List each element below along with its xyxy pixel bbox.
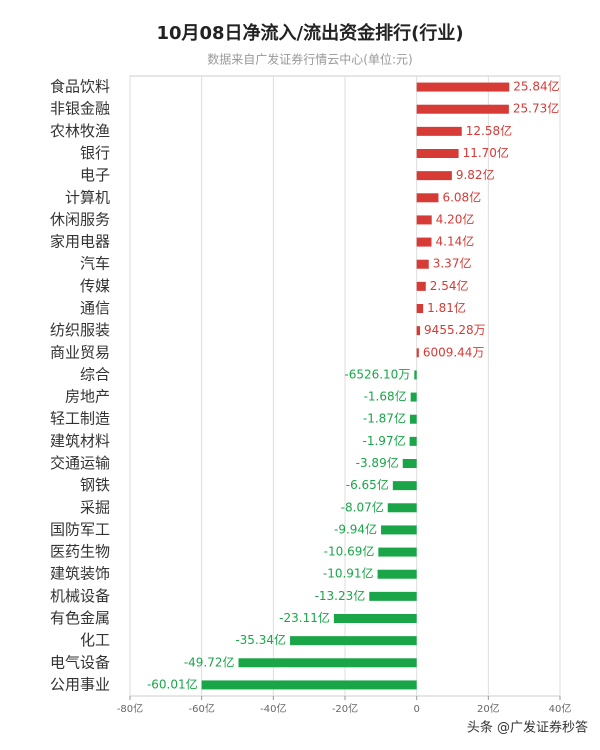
value-label: 4.20亿 bbox=[436, 211, 475, 226]
y-tick-label: 医药生物 bbox=[50, 543, 110, 561]
bar bbox=[381, 525, 417, 535]
y-tick-label: 有色金属 bbox=[50, 609, 110, 627]
y-tick-label: 通信 bbox=[80, 299, 110, 317]
bar bbox=[414, 370, 417, 380]
bar bbox=[416, 259, 429, 269]
bar bbox=[333, 614, 417, 623]
value-label: 9.82亿 bbox=[456, 167, 495, 182]
value-label: -23.11亿 bbox=[279, 610, 330, 625]
y-tick-label: 建筑装饰 bbox=[50, 565, 110, 583]
bar bbox=[410, 392, 417, 402]
y-tick-label: 国防军工 bbox=[50, 520, 110, 538]
y-tick-label: 传媒 bbox=[80, 277, 110, 295]
value-label: 6.08亿 bbox=[442, 189, 481, 204]
bar bbox=[409, 414, 417, 424]
bar bbox=[416, 193, 439, 203]
x-tick-label: -40亿 bbox=[260, 702, 286, 715]
y-tick-label: 采掘 bbox=[80, 498, 110, 516]
y-tick-label: 家用电器 bbox=[50, 233, 110, 251]
y-tick-label: 计算机 bbox=[65, 188, 110, 206]
value-label: 1.81亿 bbox=[427, 300, 466, 315]
bar bbox=[416, 326, 421, 336]
bar bbox=[409, 436, 417, 446]
y-tick-label: 商业贸易 bbox=[50, 343, 110, 361]
value-label: 2.54亿 bbox=[430, 278, 469, 293]
bar bbox=[201, 680, 417, 690]
x-tick-label: -60亿 bbox=[188, 702, 214, 715]
y-tick-label: 交通运输 bbox=[50, 454, 110, 472]
bar bbox=[416, 348, 419, 358]
value-label: -6.65亿 bbox=[346, 477, 389, 492]
x-tick-label: -80亿 bbox=[117, 702, 143, 715]
chart-title: 10月08日净流入/流出资金排行(行业) bbox=[156, 22, 463, 44]
y-tick-label: 银行 bbox=[80, 144, 110, 162]
y-tick-label: 电子 bbox=[80, 166, 110, 184]
value-label: -1.87亿 bbox=[363, 411, 406, 426]
bar bbox=[416, 237, 432, 247]
bar bbox=[290, 636, 417, 646]
bar bbox=[416, 104, 509, 114]
value-label: -1.97亿 bbox=[363, 433, 406, 448]
x-tick-label: -20亿 bbox=[332, 702, 358, 715]
value-label: 25.73亿 bbox=[513, 101, 559, 116]
bar bbox=[416, 126, 462, 136]
value-label: -3.89亿 bbox=[356, 455, 399, 470]
bar bbox=[416, 171, 452, 181]
y-tick-label: 钢铁 bbox=[80, 476, 110, 494]
value-label: 9455.28万 bbox=[424, 323, 486, 337]
y-tick-label: 汽车 bbox=[80, 255, 110, 273]
value-label: -60.01亿 bbox=[147, 676, 198, 691]
y-tick-label: 轻工制造 bbox=[50, 410, 110, 428]
y-tick-label: 休闲服务 bbox=[50, 210, 110, 228]
y-tick-label: 纺织服装 bbox=[50, 321, 110, 339]
y-tick-label: 公用事业 bbox=[50, 675, 110, 693]
bar bbox=[387, 503, 417, 513]
bar bbox=[416, 304, 424, 313]
value-label: -35.34亿 bbox=[235, 632, 286, 647]
value-label: -6526.10万 bbox=[344, 367, 410, 381]
value-label: -10.69亿 bbox=[324, 544, 375, 559]
value-label: -13.23亿 bbox=[315, 588, 366, 603]
value-label: 4.14亿 bbox=[436, 234, 475, 249]
y-tick-label: 房地产 bbox=[65, 388, 110, 406]
value-label: -49.72亿 bbox=[184, 654, 235, 669]
value-label: 12.58亿 bbox=[466, 123, 512, 138]
bar bbox=[402, 459, 417, 468]
bar bbox=[416, 281, 426, 291]
y-tick-label: 农林牧渔 bbox=[50, 122, 110, 140]
chart-subtitle: 数据来自广发证券行情云中心(单位:元) bbox=[207, 52, 412, 67]
y-tick-label: 建筑材料 bbox=[50, 432, 110, 450]
value-label: -8.07亿 bbox=[341, 499, 384, 514]
bar bbox=[416, 215, 432, 225]
value-label: -9.94亿 bbox=[334, 521, 377, 536]
x-tick-label: 40亿 bbox=[549, 702, 572, 715]
bar bbox=[392, 481, 417, 491]
y-tick-label: 食品饮料 bbox=[50, 78, 110, 96]
y-tick-label: 电气设备 bbox=[50, 653, 110, 671]
y-tick-label: 机械设备 bbox=[50, 587, 110, 605]
y-tick-label: 综合 bbox=[80, 365, 110, 383]
watermark: 头条 @广发证券秒答 bbox=[467, 720, 588, 736]
value-label: 3.37亿 bbox=[433, 256, 472, 271]
bar bbox=[416, 149, 459, 158]
y-tick-label: 化工 bbox=[80, 631, 110, 649]
value-label: -1.68亿 bbox=[364, 389, 407, 404]
value-label: 11.70亿 bbox=[463, 145, 509, 160]
value-label: 6009.44万 bbox=[423, 345, 485, 359]
bar bbox=[377, 569, 417, 579]
bar bbox=[416, 82, 510, 92]
x-tick-label: 20亿 bbox=[477, 702, 500, 715]
y-tick-label: 非银金融 bbox=[50, 100, 110, 118]
bar bbox=[378, 547, 417, 557]
value-label: 25.84亿 bbox=[513, 79, 559, 94]
bar bbox=[238, 658, 417, 668]
value-label: -10.91亿 bbox=[323, 566, 374, 581]
x-tick-label: 0 bbox=[413, 704, 419, 715]
bar bbox=[369, 591, 417, 601]
